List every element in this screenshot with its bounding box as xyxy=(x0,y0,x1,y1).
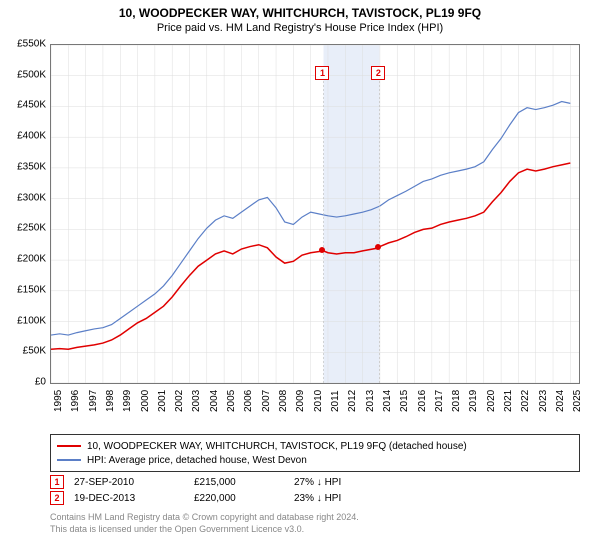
plot-box xyxy=(50,44,580,384)
legend-row-property: 10, WOODPECKER WAY, WHITCHURCH, TAVISTOC… xyxy=(57,439,573,453)
chart-marker-icon: 2 xyxy=(371,66,385,80)
x-tick-label: 2009 xyxy=(295,390,306,412)
y-tick-label: £200K xyxy=(17,254,46,265)
x-tick-label: 2022 xyxy=(520,390,531,412)
x-tick-label: 2016 xyxy=(417,390,428,412)
datapoint-marker-icon: 1 xyxy=(50,475,64,489)
x-tick-label: 2005 xyxy=(226,390,237,412)
chart-area: £0£50K£100K£150K£200K£250K£300K£350K£400… xyxy=(50,44,580,404)
x-tick-label: 2020 xyxy=(486,390,497,412)
x-tick-label: 2024 xyxy=(555,390,566,412)
legend-swatch-property xyxy=(57,445,81,447)
chart-subtitle: Price paid vs. HM Land Registry's House … xyxy=(0,20,600,34)
x-tick-label: 2018 xyxy=(451,390,462,412)
y-tick-label: £350K xyxy=(17,161,46,172)
datapoint-row: 2 19-DEC-2013 £220,000 23% ↓ HPI xyxy=(50,490,580,506)
footer-line-1: Contains HM Land Registry data © Crown c… xyxy=(50,512,580,524)
x-tick-label: 1998 xyxy=(105,390,116,412)
datapoint-pct: 27% ↓ HPI xyxy=(294,477,384,488)
footer-line-2: This data is licensed under the Open Gov… xyxy=(50,524,580,536)
x-tick-label: 2014 xyxy=(382,390,393,412)
y-tick-label: £500K xyxy=(17,69,46,80)
x-tick-label: 2003 xyxy=(191,390,202,412)
x-tick-label: 2006 xyxy=(243,390,254,412)
x-tick-label: 2010 xyxy=(313,390,324,412)
datapoints-table: 1 27-SEP-2010 £215,000 27% ↓ HPI 2 19-DE… xyxy=(50,474,580,506)
datapoint-pct: 23% ↓ HPI xyxy=(294,493,384,504)
x-tick-label: 2012 xyxy=(347,390,358,412)
y-tick-label: £150K xyxy=(17,284,46,295)
chart-marker-dot xyxy=(375,244,381,250)
x-tick-label: 2017 xyxy=(434,390,445,412)
datapoint-date: 19-DEC-2013 xyxy=(74,493,184,504)
x-tick-label: 2000 xyxy=(140,390,151,412)
x-tick-label: 2004 xyxy=(209,390,220,412)
y-tick-label: £250K xyxy=(17,223,46,234)
x-tick-label: 2025 xyxy=(572,390,583,412)
legend-swatch-hpi xyxy=(57,459,81,461)
legend-label-property: 10, WOODPECKER WAY, WHITCHURCH, TAVISTOC… xyxy=(87,441,467,452)
x-tick-label: 2013 xyxy=(365,390,376,412)
x-tick-label: 1999 xyxy=(122,390,133,412)
datapoint-marker-icon: 2 xyxy=(50,491,64,505)
x-tick-label: 2007 xyxy=(261,390,272,412)
y-tick-label: £50K xyxy=(23,346,46,357)
x-tick-label: 2021 xyxy=(503,390,514,412)
x-tick-label: 2019 xyxy=(468,390,479,412)
legend-label-hpi: HPI: Average price, detached house, West… xyxy=(87,455,307,466)
datapoint-row: 1 27-SEP-2010 £215,000 27% ↓ HPI xyxy=(50,474,580,490)
x-tick-label: 1996 xyxy=(70,390,81,412)
legend-box: 10, WOODPECKER WAY, WHITCHURCH, TAVISTOC… xyxy=(50,434,580,472)
x-tick-label: 1997 xyxy=(88,390,99,412)
y-tick-label: £100K xyxy=(17,315,46,326)
x-tick-label: 1995 xyxy=(53,390,64,412)
datapoint-price: £215,000 xyxy=(194,477,284,488)
y-tick-label: £400K xyxy=(17,131,46,142)
x-tick-label: 2001 xyxy=(157,390,168,412)
chart-marker-dot xyxy=(319,247,325,253)
plot-svg xyxy=(51,45,579,383)
y-tick-label: £0 xyxy=(35,377,46,388)
y-tick-label: £550K xyxy=(17,39,46,50)
x-tick-label: 2002 xyxy=(174,390,185,412)
x-tick-label: 2015 xyxy=(399,390,410,412)
legend-row-hpi: HPI: Average price, detached house, West… xyxy=(57,453,573,467)
x-tick-label: 2011 xyxy=(330,390,341,412)
chart-container: 10, WOODPECKER WAY, WHITCHURCH, TAVISTOC… xyxy=(0,0,600,560)
datapoint-price: £220,000 xyxy=(194,493,284,504)
y-tick-label: £300K xyxy=(17,192,46,203)
y-tick-label: £450K xyxy=(17,100,46,111)
chart-title: 10, WOODPECKER WAY, WHITCHURCH, TAVISTOC… xyxy=(0,0,600,20)
datapoint-date: 27-SEP-2010 xyxy=(74,477,184,488)
x-tick-label: 2023 xyxy=(538,390,549,412)
footer-attribution: Contains HM Land Registry data © Crown c… xyxy=(50,512,580,535)
chart-marker-icon: 1 xyxy=(315,66,329,80)
x-tick-label: 2008 xyxy=(278,390,289,412)
